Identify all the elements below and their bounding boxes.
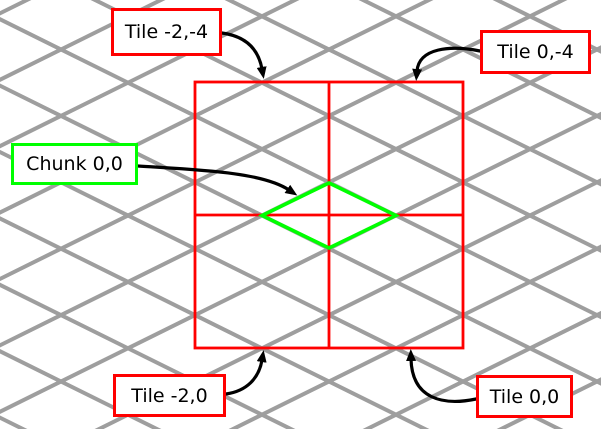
label-tile-0-m4: Tile 0,-4 <box>480 30 591 74</box>
chunk-diamond <box>257 181 401 250</box>
grid-line <box>362 310 601 429</box>
annotation-arrow <box>224 350 267 396</box>
grid-line <box>90 0 601 253</box>
label-tile-m2-0-text: Tile -2,0 <box>131 384 208 407</box>
label-chunk-0-0-text: Chunk 0,0 <box>26 153 123 175</box>
label-tile-0-0: Tile 0,0 <box>476 375 573 418</box>
label-tile-0-m4-text: Tile 0,-4 <box>497 41 574 63</box>
label-tile-m2-m4-text: Tile -2,-4 <box>124 21 209 43</box>
label-tile-0-0-text: Tile 0,0 <box>489 385 560 408</box>
label-chunk-0-0: Chunk 0,0 <box>11 143 138 185</box>
annotation-arrow <box>406 349 478 403</box>
annotation-arrow <box>220 31 267 79</box>
grid-line <box>0 216 430 429</box>
grid-line <box>358 0 601 121</box>
annotation-arrows <box>136 31 482 403</box>
grid-line <box>228 244 601 429</box>
chunk-diamond-outline <box>257 181 401 250</box>
grid-line <box>0 17 601 320</box>
annotation-arrow <box>136 164 298 196</box>
tile-grid-outline <box>193 80 465 350</box>
grid-line <box>224 0 601 187</box>
annotation-arrow <box>412 46 482 81</box>
grid-line <box>94 178 601 429</box>
label-tile-m2-0: Tile -2,0 <box>113 374 226 417</box>
grid-line <box>0 349 162 429</box>
grid-line <box>0 282 296 429</box>
grid-line <box>492 0 601 54</box>
label-tile-m2-m4: Tile -2,-4 <box>111 8 222 56</box>
